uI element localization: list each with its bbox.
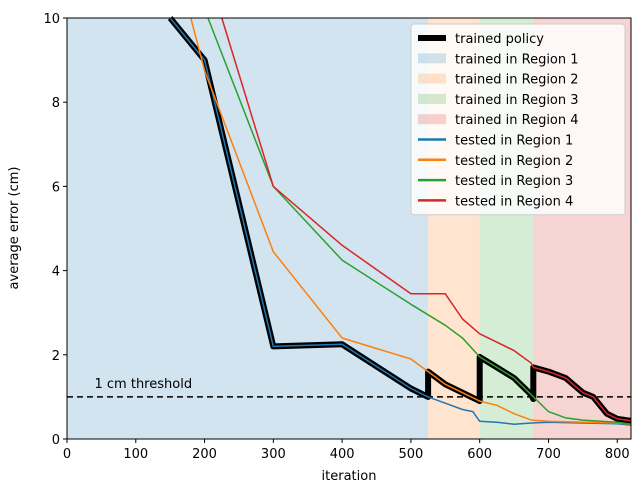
y-tick-label: 6 bbox=[52, 180, 60, 195]
legend-label: tested in Region 1 bbox=[455, 134, 573, 149]
y-axis-label: average error (cm) bbox=[7, 167, 22, 290]
x-tick-label: 700 bbox=[536, 447, 561, 462]
legend-swatch bbox=[418, 114, 446, 125]
y-tick-label: 4 bbox=[52, 265, 60, 280]
series-line bbox=[221, 17, 632, 422]
legend-swatch bbox=[418, 73, 446, 84]
y-tick-label: 8 bbox=[52, 96, 60, 111]
x-tick-label: 400 bbox=[330, 447, 355, 462]
x-tick-label: 100 bbox=[123, 447, 148, 462]
legend-label: tested in Region 3 bbox=[455, 174, 573, 189]
legend-swatch bbox=[418, 93, 446, 104]
series-line bbox=[169, 17, 632, 426]
x-tick-label: 500 bbox=[398, 447, 423, 462]
legend-box bbox=[410, 23, 626, 216]
legend-swatch bbox=[418, 53, 446, 64]
legend-label: tested in Region 2 bbox=[455, 154, 573, 169]
y-tick-label: 0 bbox=[52, 433, 60, 448]
series-line bbox=[207, 17, 632, 426]
x-tick-label: 600 bbox=[467, 447, 492, 462]
x-axis-label: iteration bbox=[322, 469, 377, 484]
legend-label: trained in Region 2 bbox=[455, 73, 579, 88]
legend-label: tested in Region 4 bbox=[455, 194, 573, 209]
x-tick-label: 800 bbox=[605, 447, 630, 462]
y-tick-label: 2 bbox=[52, 349, 60, 364]
legend-label: trained in Region 1 bbox=[455, 52, 579, 67]
x-tick-label: 200 bbox=[192, 447, 217, 462]
x-tick-label: 0 bbox=[63, 447, 71, 462]
plot-frame bbox=[66, 17, 632, 440]
x-tick-label: 300 bbox=[261, 447, 286, 462]
legend-label: trained policy bbox=[455, 32, 544, 47]
series-line bbox=[190, 17, 632, 426]
legend-label: trained in Region 4 bbox=[455, 113, 579, 128]
y-tick-label: 10 bbox=[43, 12, 60, 27]
legend-label: trained in Region 3 bbox=[455, 93, 579, 108]
threshold-label: 1 cm threshold bbox=[95, 377, 193, 392]
